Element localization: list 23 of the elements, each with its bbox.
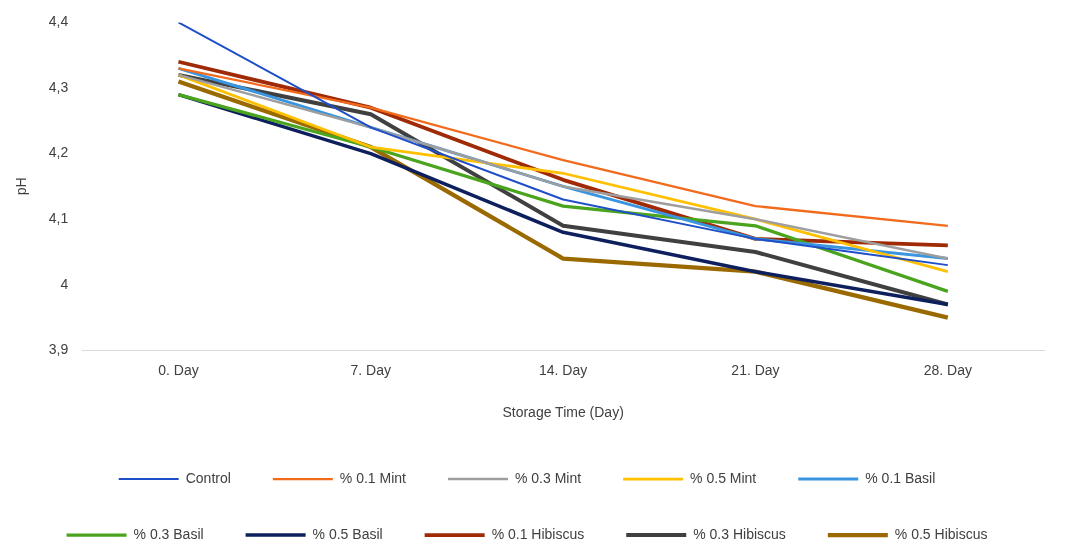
legend-label: % 0.3 Mint [514, 469, 582, 486]
x-axis-title: Storage Time (Day) [502, 404, 624, 421]
y-tick-label: 4,3 [48, 78, 69, 95]
x-tick-label: 14. Day [539, 361, 588, 378]
y-tick-label: 4,1 [48, 210, 69, 227]
y-axis-title: pH [13, 177, 30, 196]
x-tick-label: 21. Day [731, 361, 780, 378]
y-tick-label: 3,9 [48, 341, 69, 358]
x-tick-label: 7. Day [350, 361, 392, 378]
y-tick-label: 4,4 [48, 13, 69, 30]
legend-label: % 0.5 Mint [690, 469, 757, 486]
y-tick-label: 4,2 [48, 144, 69, 161]
legend-label: % 0.5 Basil [312, 525, 383, 542]
legend-label: Control [185, 469, 231, 486]
x-tick-label: 28. Day [923, 361, 972, 378]
legend-label: % 0.3 Basil [133, 525, 204, 542]
legend-label: % 0.3 Hibiscus [693, 525, 786, 542]
legend-label: % 0.1 Mint [339, 469, 407, 486]
x-tick-label: 0. Day [158, 361, 199, 378]
legend-label: % 0.1 Basil [865, 469, 936, 486]
legend-label: % 0.1 Hibiscus [491, 525, 585, 542]
legend-label: % 0.5 Hibiscus [894, 525, 988, 542]
y-tick-label: 4 [60, 275, 69, 292]
